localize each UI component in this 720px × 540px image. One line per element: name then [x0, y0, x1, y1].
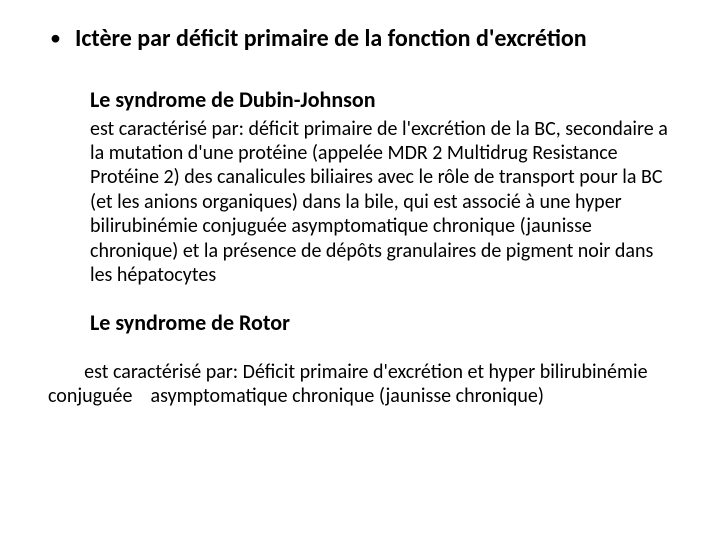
bullet-heading-row: • Ictère par déficit primaire de la fonc…: [48, 24, 672, 54]
bullet-glyph: •: [50, 24, 61, 53]
rotor-section: Le syndrome de Rotor: [90, 309, 672, 338]
rotor-title: Le syndrome de Rotor: [90, 309, 672, 338]
dubin-section: Le syndrome de Dubin-Johnson est caracté…: [90, 86, 672, 287]
rotor-body: est caractérisé par: Déficit primaire d'…: [48, 360, 672, 409]
dubin-body: est caractérisé par: déficit primaire de…: [90, 117, 672, 288]
main-title: Ictère par déficit primaire de la foncti…: [75, 24, 587, 54]
dubin-title: Le syndrome de Dubin-Johnson: [90, 86, 672, 115]
